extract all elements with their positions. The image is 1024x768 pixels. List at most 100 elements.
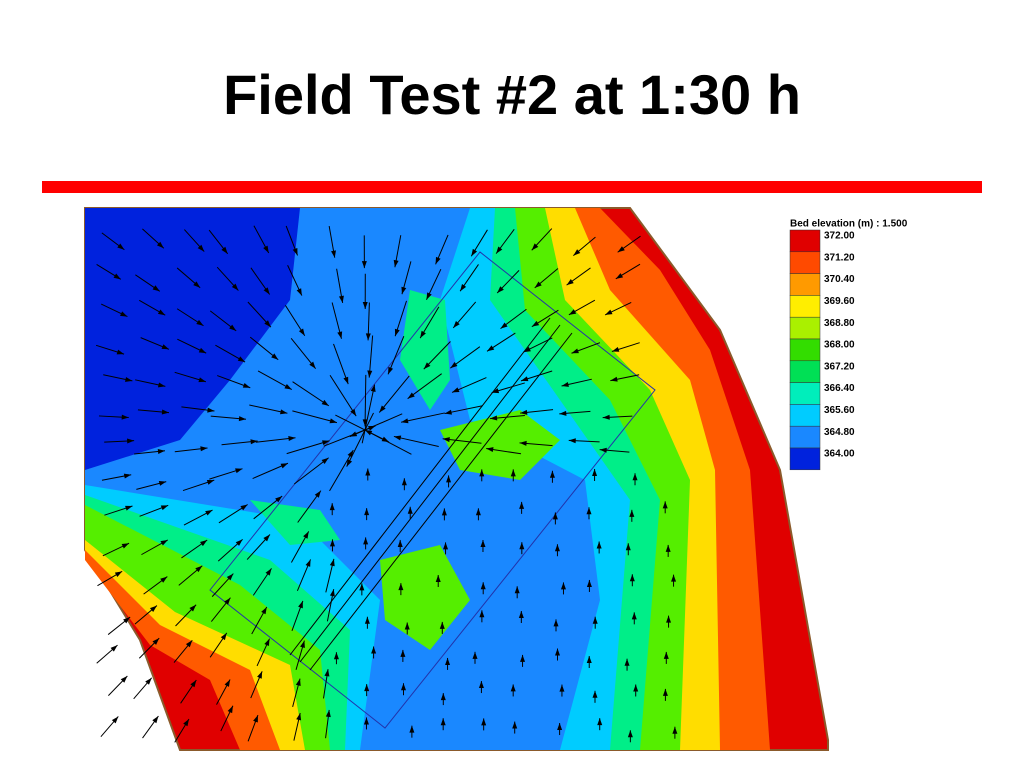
arrow-head [295,678,301,687]
arrow-head [160,576,168,583]
arrow-head [196,319,204,326]
legend-label: 364.00 [824,449,855,460]
arrow-head [480,582,486,590]
arrow-shaft [292,381,330,407]
arrow-head [193,281,201,288]
arrow-head [157,449,165,454]
arrow-head [205,510,213,516]
arrow-head [207,407,215,413]
arrow-head [220,632,227,641]
arrow-head [672,726,678,734]
arrow-head [398,583,404,591]
structure-outline [209,251,656,729]
arrow-head [198,377,206,383]
arrow-head [321,399,329,406]
arrow-head [453,320,460,328]
arrow-head [303,531,309,539]
arrow-head [557,723,563,731]
arrow-head [393,435,402,441]
arrow-shaft [333,343,349,385]
arrow-head [329,503,335,511]
arrow-head [224,679,231,687]
arrow-head [365,333,371,341]
arrow-head [629,509,635,517]
arrow-head [446,475,452,483]
arrow-head [298,328,305,336]
arrow-head [111,716,119,724]
arrow-head [152,285,160,292]
arrow-head [364,429,373,436]
arrow-head [397,539,403,547]
arrow-head [400,683,406,691]
arrow-head [265,568,272,576]
arrow-head [250,439,258,445]
arrow-head [298,600,303,609]
arrow-head [481,718,487,726]
arrow-head [242,382,251,388]
arrow-head [321,440,330,446]
arrow-head [183,718,189,727]
arrow-head [571,348,579,354]
arrow-head [510,684,516,692]
arrow-head [275,496,283,503]
arrow-head [185,640,193,648]
arrow-head [125,505,133,511]
arrow-head [329,589,335,597]
arrow-head [663,651,669,659]
arrow-head [161,409,169,415]
arrow-head [500,322,508,329]
arrow-head [592,690,598,698]
arrow-head [324,669,330,677]
arrow-head [189,604,197,612]
arrow-head [671,574,677,582]
legend-title: Bed elevation (m) : 1.500 [790,219,908,230]
arrow-head [666,615,672,623]
legend-label: 372.00 [824,231,855,242]
legend-label: 367.20 [824,361,855,372]
arrow-head [472,651,478,659]
arrow-head [610,376,618,382]
arrow-head [627,730,633,738]
arrow-head [263,534,270,542]
arrow-head [337,331,343,339]
arrow-head [475,508,481,516]
arrow-head [198,347,207,354]
arrow-head [440,718,446,726]
arrow-head [409,725,415,733]
arrow-head [519,440,527,446]
arrow-head [231,283,239,291]
legend-label: 366.40 [824,383,855,394]
arrow-head [592,616,598,624]
arrow-head [338,295,344,303]
arrow-head [596,541,602,549]
legend-swatch [789,425,821,449]
legend-label: 364.80 [824,427,855,438]
arrow-head [120,675,128,683]
legend-label: 365.60 [824,405,855,416]
arrow-head [534,281,542,288]
arrow-head [152,716,159,724]
arrow-head [478,681,484,689]
arrow-head [381,436,389,443]
arrow-head [561,382,569,387]
arrow-head [480,540,486,548]
arrow-head [393,259,399,268]
arrow-head [120,311,128,317]
legend-swatch [789,273,821,296]
arrow-head [190,680,197,688]
arrow-head [444,409,452,415]
arrow-head [497,286,504,294]
arrow-head [662,688,668,696]
arrow-head [407,392,415,399]
arrow-head [280,409,288,415]
arrow-head [662,501,668,509]
arrow-head [496,246,503,254]
arrow-head [364,684,370,692]
arrow-head [362,301,368,309]
arrow-head [597,718,603,726]
arrow-head [300,640,305,649]
arrow-head [423,362,431,370]
arrow-head [280,463,288,469]
arrow-head [321,457,329,464]
